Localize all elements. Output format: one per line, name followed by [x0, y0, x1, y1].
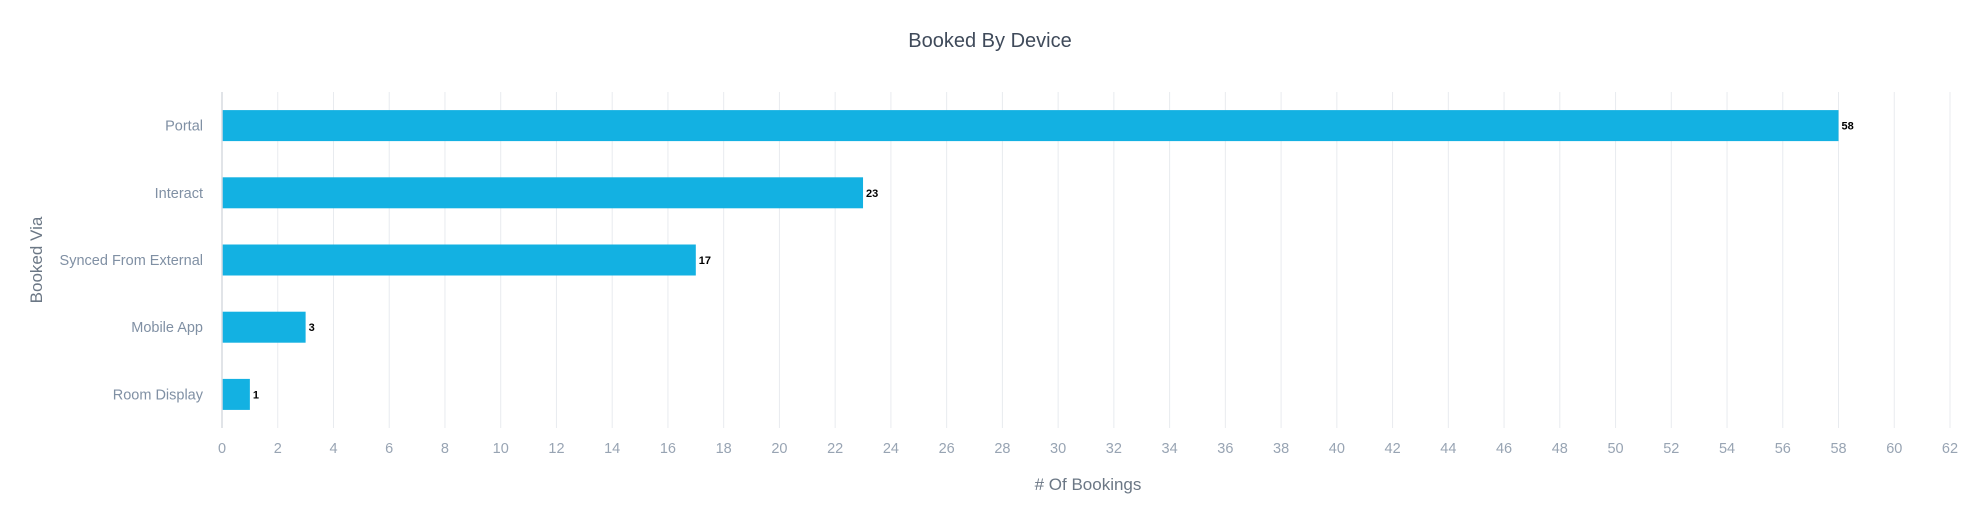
x-tick-label: 4 [329, 441, 337, 457]
x-tick-label: 22 [827, 441, 843, 457]
x-tick-label: 14 [604, 441, 620, 457]
bar-room-display[interactable] [222, 378, 250, 410]
grid-lines [277, 92, 1951, 428]
x-tick-label: 44 [1440, 441, 1456, 457]
category-label: Interact [155, 186, 203, 202]
bar-portal[interactable] [222, 110, 1839, 142]
data-label: 23 [866, 188, 878, 200]
data-label: 1 [253, 389, 259, 401]
x-tick-label: 2 [274, 441, 282, 457]
x-tick-label: 42 [1385, 441, 1401, 457]
x-tick-label: 26 [939, 441, 955, 457]
x-axis-title: # Of Bookings [1035, 475, 1142, 494]
category-label: Room Display [113, 387, 204, 403]
x-tick-label: 30 [1050, 441, 1066, 457]
x-tick-label: 20 [771, 441, 787, 457]
x-tick-label: 50 [1607, 441, 1623, 457]
x-tick-label: 48 [1552, 441, 1568, 457]
x-tick-label: 36 [1217, 441, 1233, 457]
x-tick-label: 52 [1663, 441, 1679, 457]
x-tick-label: 32 [1106, 441, 1122, 457]
x-tick-label: 10 [493, 441, 509, 457]
x-tick-label: 18 [716, 441, 732, 457]
chart-title: Booked By Device [908, 30, 1071, 52]
x-tick-label: 56 [1775, 441, 1791, 457]
bar-mobile-app[interactable] [222, 311, 306, 343]
x-tick-label: 8 [441, 441, 449, 457]
x-tick-label: 38 [1273, 441, 1289, 457]
x-tick-label: 16 [660, 441, 676, 457]
x-tick-labels: 0 2 4 6 8 10 12 14 16 18 20 22 24 26 28 30 32 34 36 38 40 42 4… [218, 441, 1958, 457]
x-tick-label: 24 [883, 441, 899, 457]
category-label: Synced From External [60, 253, 203, 269]
x-tick-label: 34 [1162, 441, 1178, 457]
x-tick-label: 12 [548, 441, 564, 457]
x-tick-label: 54 [1719, 441, 1735, 457]
data-label: 3 [309, 322, 315, 334]
x-tick-label: 62 [1942, 441, 1958, 457]
x-tick-label: 40 [1329, 441, 1345, 457]
x-tick-label: 6 [385, 441, 393, 457]
bars [222, 110, 1839, 410]
category-labels: Portal Interact Synced From External Mobile… [60, 119, 204, 404]
x-tick-label: 0 [218, 441, 226, 457]
category-label: Portal [165, 119, 203, 135]
x-tick-label: 46 [1496, 441, 1512, 457]
data-label: 58 [1842, 121, 1854, 133]
category-label: Mobile App [131, 320, 203, 336]
x-tick-label: 60 [1886, 441, 1902, 457]
x-tick-label: 28 [994, 441, 1010, 457]
y-axis-title: Booked Via [27, 216, 46, 303]
x-tick-label: 58 [1830, 441, 1846, 457]
data-labels: 58 23 17 3 1 [253, 121, 1854, 402]
data-label: 17 [699, 255, 711, 267]
bar-interact[interactable] [222, 177, 864, 209]
bar-synced-from-external[interactable] [222, 244, 696, 276]
